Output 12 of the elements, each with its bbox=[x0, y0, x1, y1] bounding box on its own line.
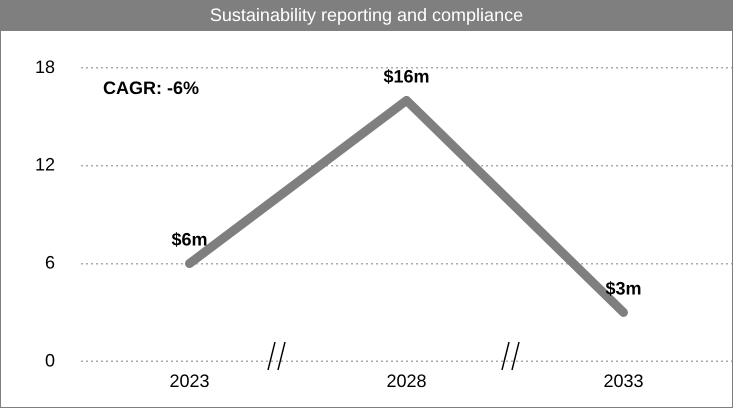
x-tick-label: 2023 bbox=[169, 371, 210, 392]
y-tick-label: 12 bbox=[34, 154, 56, 175]
y-tick-label: 18 bbox=[34, 56, 56, 77]
x-tick-label: 2028 bbox=[386, 371, 427, 392]
data-label: $6m bbox=[172, 230, 208, 250]
data-label: $3m bbox=[605, 278, 642, 298]
y-tick-label: 6 bbox=[45, 252, 56, 272]
y-tick-label: 0 bbox=[45, 350, 56, 370]
data-label: $16m bbox=[383, 66, 430, 86]
chart-title: Sustainability reporting and compliance bbox=[0, 0, 733, 30]
annotation: CAGR: -6% bbox=[103, 78, 200, 98]
x-tick-label: 2033 bbox=[603, 371, 644, 392]
